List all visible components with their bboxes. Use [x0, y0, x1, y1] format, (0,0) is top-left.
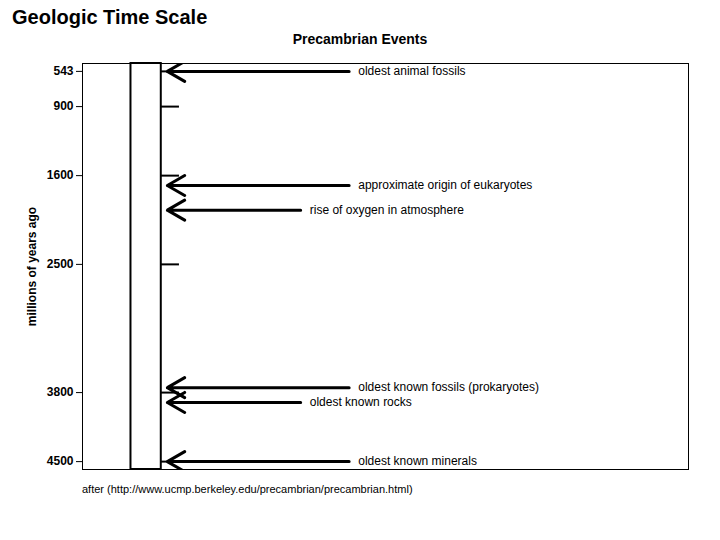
html-text:Geologic Time Scale: Geologic Time Scale [12, 6, 208, 28]
svg-text:543: 543 [53, 64, 73, 78]
svg-text:oldest known fossils (prokaryo: oldest known fossils (prokaryotes) [358, 380, 539, 394]
svg-text:900: 900 [53, 99, 73, 113]
svg-text:4500: 4500 [47, 454, 74, 468]
svg-text:2500: 2500 [47, 257, 74, 271]
svg-text:approximate origin of eukaryot: approximate origin of eukaryotes [358, 178, 532, 192]
svg-text:1600: 1600 [47, 168, 74, 182]
html-text:Precambrian Events: Precambrian Events [292, 31, 428, 47]
svg-text:rise of oxygen in atmosphere: rise of oxygen in atmosphere [310, 203, 464, 217]
svg-text:oldest known minerals: oldest known minerals [358, 454, 477, 468]
svg-text:oldest animal fossils: oldest animal fossils [358, 64, 465, 78]
svg-text:millions of years ago: millions of years ago [25, 207, 39, 326]
svg-text:3800: 3800 [47, 385, 74, 399]
html-text:after (http://www.ucmp.berkele: after (http://www.ucmp.berkeley.edu/prec… [82, 483, 413, 495]
svg-text:oldest known rocks: oldest known rocks [310, 395, 412, 409]
